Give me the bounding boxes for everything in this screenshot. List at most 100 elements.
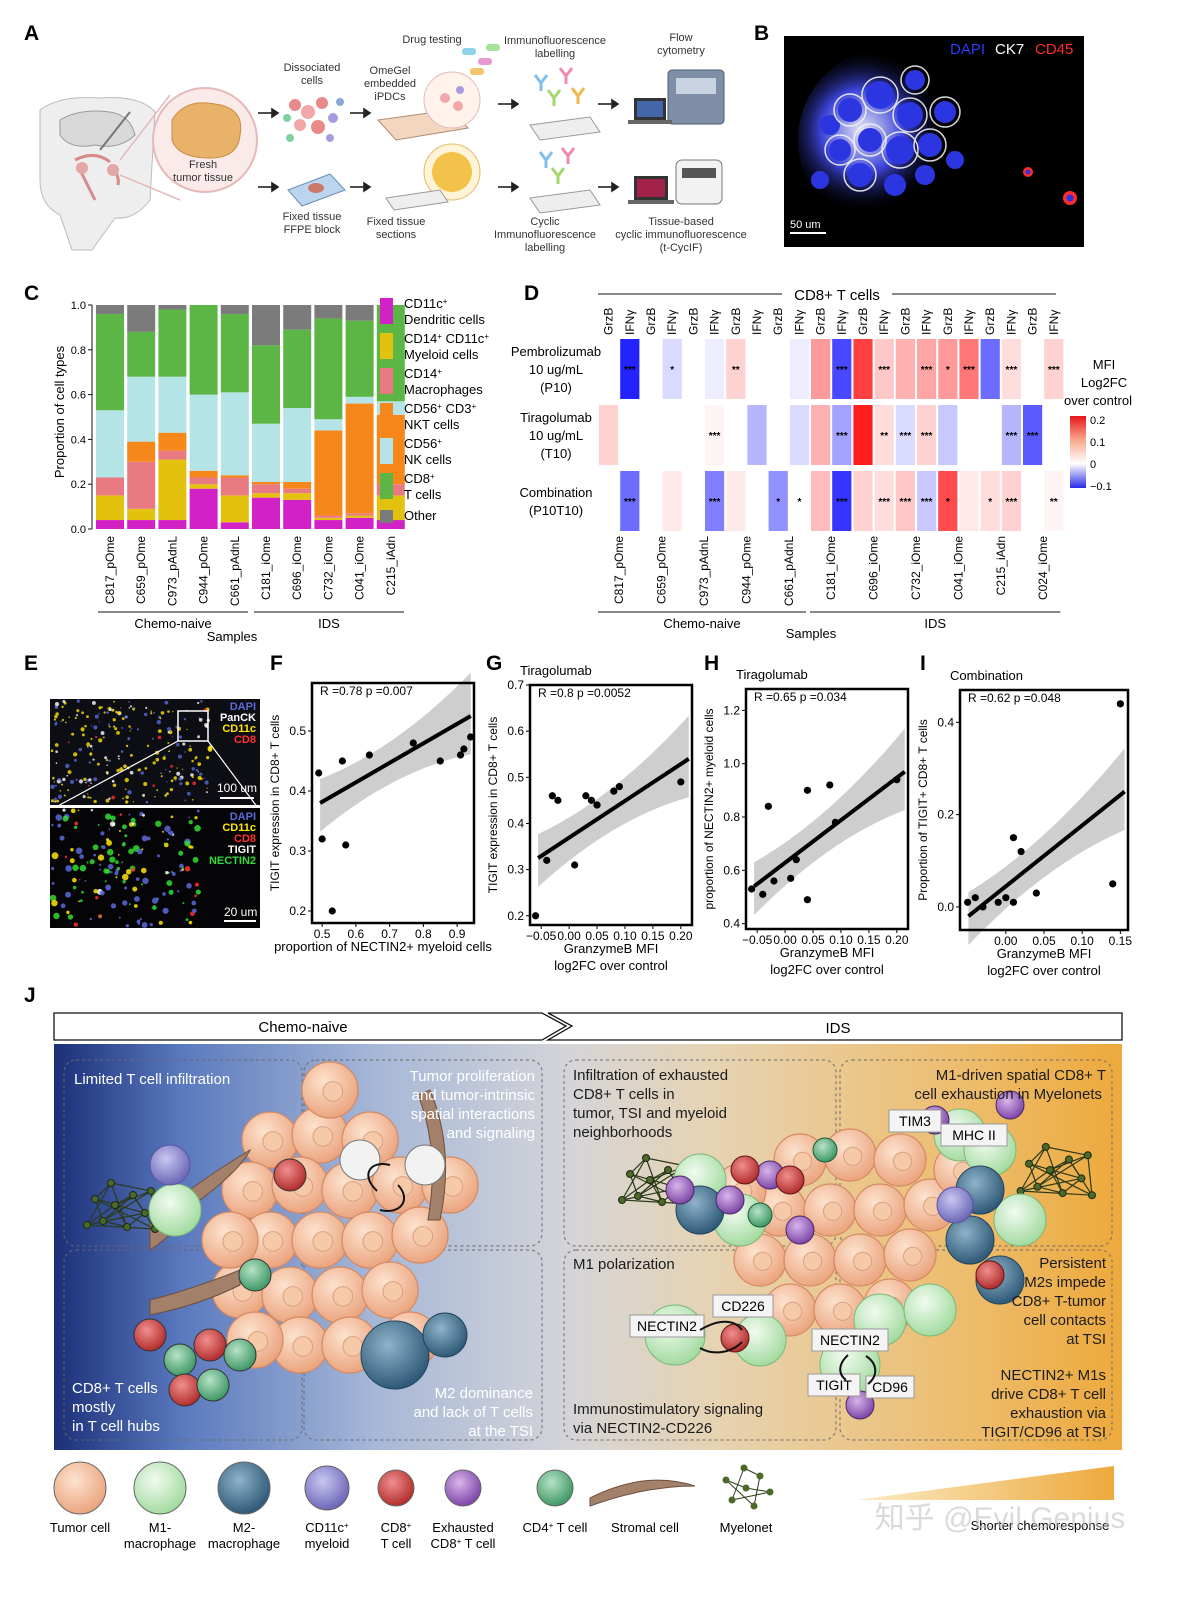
j-tag-cd226: CD226 <box>721 1298 765 1314</box>
scatter-point <box>893 776 901 784</box>
e-top-speck <box>98 738 103 743</box>
legend-cell-icon <box>53 1461 107 1515</box>
c-group-label: IDS <box>318 616 340 631</box>
j-persistent-2: M2s impede <box>1024 1274 1106 1291</box>
scatter-ytick-label: 0.2 <box>937 808 954 822</box>
d-heatmap-cell <box>938 471 958 531</box>
e-top-speck <box>128 725 131 728</box>
j-exhausted-t-cell <box>995 1090 1025 1120</box>
j-myelonet-edge <box>1020 1177 1082 1192</box>
e-top-speck <box>184 751 186 753</box>
d-significance: *** <box>1006 497 1018 508</box>
e-top-speck <box>59 790 62 792</box>
e-top-legend-cd8: CD8 <box>234 734 256 746</box>
j-tumor-nucleus <box>292 1336 314 1357</box>
d-sample-label: C973_pAdnL <box>697 536 711 606</box>
j-mitosis-cell <box>339 1139 381 1181</box>
c-bar-segment <box>376 520 405 529</box>
cycif-label-1: Tissue-based <box>648 216 714 228</box>
e-top-speck <box>93 799 97 804</box>
j-myelonet-node <box>642 1154 650 1162</box>
scatter-ytick-label: 0.5 <box>289 724 306 738</box>
e-top-speck <box>171 735 173 738</box>
d-heatmap-cell <box>853 339 873 399</box>
legend-cell-label: Exhausted <box>432 1520 493 1535</box>
j-cd8-t-cell <box>273 1158 307 1192</box>
j-myelonet-node <box>129 1191 137 1199</box>
d-marker-label: GrzB <box>771 308 785 335</box>
c-bar-segment <box>220 305 249 314</box>
j-tumor-nucleus <box>342 1336 364 1357</box>
tissue-sections-icon <box>385 143 481 211</box>
e-top-speck <box>205 791 208 794</box>
e-top-speck <box>53 781 56 783</box>
scatter-ytick-label: 1.0 <box>723 757 740 771</box>
c-ylabel: Proportion of cell types <box>52 345 67 478</box>
scatter-xtick-label: 0.10 <box>1071 934 1095 948</box>
j-tumor-nucleus <box>322 1081 344 1102</box>
d-heatmap-cell <box>1044 405 1064 465</box>
j-tumor-nucleus <box>853 1251 873 1271</box>
d-heatmap-cell <box>620 405 640 465</box>
e-top-speck <box>85 781 87 784</box>
fresh-tumor-label-2: tumor tissue <box>173 172 233 184</box>
c-xlabel: Samples <box>207 629 258 644</box>
e-bottom-speck <box>182 902 185 905</box>
scatter-point <box>342 841 350 849</box>
e-top-speck <box>51 799 55 803</box>
d-heatmap-cell <box>683 405 703 465</box>
scatter-ytick-label: 0.3 <box>289 844 306 858</box>
e-bottom-speck <box>89 917 92 921</box>
e-top-speck <box>176 771 181 776</box>
j-myelonet-node <box>664 1166 672 1174</box>
d-heatmap-cell <box>980 405 1000 465</box>
c-bar-segment <box>96 495 124 521</box>
e-top-speck <box>89 744 93 748</box>
d-marker-label: IFNγ <box>750 310 764 335</box>
legend-cell-label-part: CD11c <box>305 1520 344 1535</box>
e-top-speck <box>64 721 67 724</box>
scatter-point <box>571 861 579 869</box>
b-legend-ck7: CK7 <box>995 41 1024 58</box>
e-top-speck <box>101 706 104 709</box>
panel-letter-d: D <box>524 282 539 305</box>
d-heatmap-cell <box>662 471 682 531</box>
j-exhausted-t-cell <box>665 1175 695 1205</box>
d-significance: *** <box>963 365 975 376</box>
c-bar-segment <box>283 329 312 409</box>
c-legend-swatch <box>380 333 393 359</box>
scatter-point <box>460 745 468 753</box>
d-significance: ** <box>880 431 888 442</box>
scatter-ylabel: TIGIT expression in CD8+ T cells <box>268 715 282 891</box>
e-bottom-speck <box>122 879 126 884</box>
scatter-point <box>747 885 756 893</box>
legend-myelonet-edge <box>745 1487 771 1493</box>
scatter-xlabel: GranzymeB MFI <box>997 946 1092 961</box>
e-top-speck <box>93 725 98 730</box>
legend-cell-label-part: Myelonet <box>720 1520 773 1535</box>
d-heatmap-cell <box>895 471 915 531</box>
scatter-xtick-label: 0.20 <box>669 929 693 943</box>
e-top-speck <box>76 699 80 703</box>
e-top-speck <box>105 771 108 773</box>
legend-myelonet-node <box>756 1472 764 1480</box>
e-top-speck <box>54 705 59 709</box>
d-heatmap-cell <box>980 339 1000 399</box>
ffpe-label-1: Fixed tissue <box>283 211 342 223</box>
e-top-speck <box>74 717 77 720</box>
e-top-speck <box>103 711 106 714</box>
c-ytick-label: 0.8 <box>71 345 86 357</box>
e-bottom-speck <box>53 912 60 920</box>
scatter-fit-line <box>967 789 1126 918</box>
e-bottom-speck <box>115 860 119 864</box>
j-tumor-nucleus <box>783 1301 803 1321</box>
j-infiltration-2: CD8+ T cells in <box>573 1086 675 1103</box>
d-heatmap-cell <box>789 471 809 531</box>
j-watermark: 知乎 @Evil Genius <box>875 1502 1126 1535</box>
legend-cell-label: CD8+ T cell <box>431 1536 496 1551</box>
d-significance: *** <box>921 431 933 442</box>
e-top-speck <box>197 701 200 705</box>
d-marker-label: GrzB <box>729 308 743 335</box>
e-top-speck <box>129 770 134 775</box>
